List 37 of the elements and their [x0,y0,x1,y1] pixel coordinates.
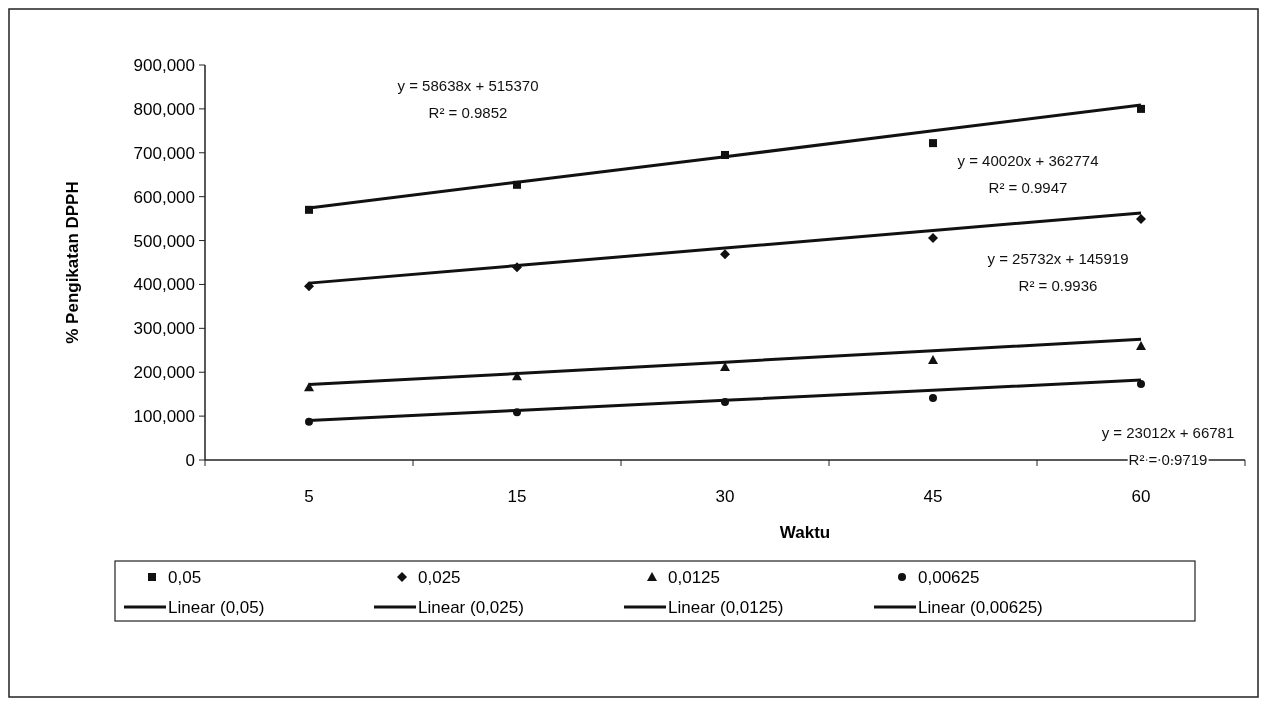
y-tick-label: 700,000 [133,143,195,163]
y-axis-title: % Pengikatan DPPH [63,181,82,344]
legend-label: Linear (0,0125) [668,597,784,617]
y-tick-label: 300,000 [133,319,195,339]
point [304,281,314,292]
point [928,232,938,243]
x-tick-label: 60 [1131,487,1151,506]
y-tick-label: 900,000 [133,55,195,75]
legend-label: 0,05 [168,567,202,587]
y-tick-label: 400,000 [133,275,195,295]
point [1137,380,1145,389]
x-tick-label: 45 [923,487,943,506]
y-tick-label: 500,000 [133,231,195,251]
legend-label: Linear (0,05) [168,597,265,617]
legend-label: 0,0125 [668,567,720,587]
y-tick-label: 800,000 [133,99,195,119]
point [929,139,937,148]
point [929,394,937,403]
legend-label: 0,00625 [918,567,980,587]
y-tick-label: 0 [185,450,195,470]
annotation: y = 40020x + 362774 R² = 0.9947 [957,152,1099,196]
y-tick-label: 600,000 [133,187,195,207]
x-axis-title: Waktu [779,523,831,542]
point [928,354,938,364]
annotation: y = 58638x + 515370 R² = 0.9852 [397,77,539,121]
point [1136,214,1146,225]
annotation: y = 25732x + 145919 R² = 0.9936 [987,250,1129,294]
x-tick-label: 15 [507,487,527,506]
y-tick-label: 100,000 [133,407,195,427]
point [720,249,730,260]
y-tick-label: 200,000 [133,363,195,383]
legend-label: 0,025 [418,567,461,587]
x-tick-label: 30 [715,487,735,506]
x-tick-label: 5 [304,487,314,506]
legend-label: Linear (0,00625) [918,597,1043,617]
legend-label: Linear (0,025) [418,597,524,617]
point [1136,340,1146,350]
